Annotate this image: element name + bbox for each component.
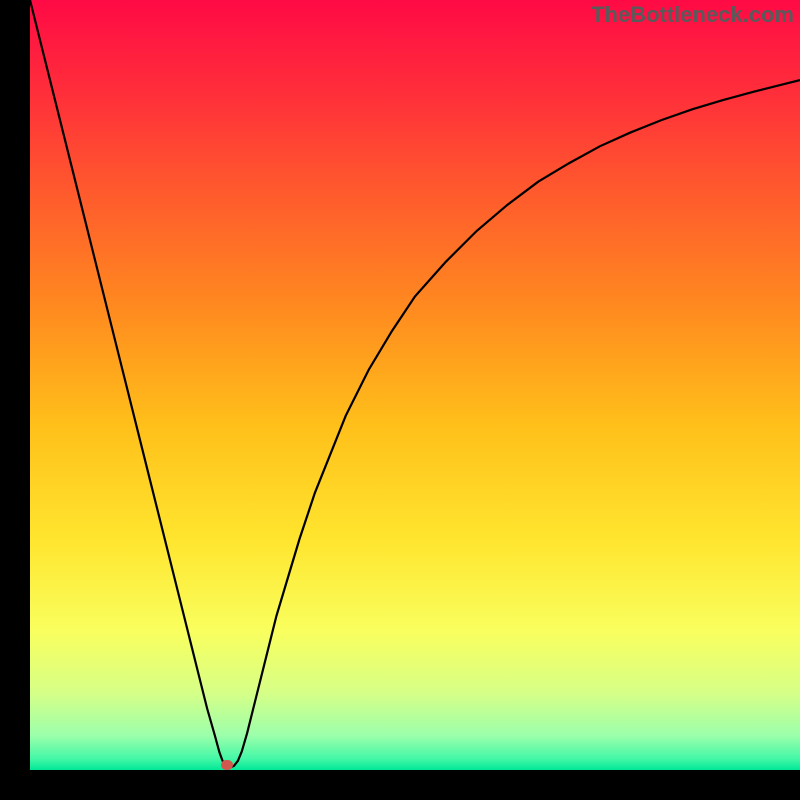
bottleneck-curve xyxy=(30,0,800,770)
curve-path xyxy=(30,0,800,768)
outer-frame: TheBottleneck.com xyxy=(0,0,800,800)
optimum-marker xyxy=(221,760,233,770)
plot-area: TheBottleneck.com xyxy=(30,0,800,770)
